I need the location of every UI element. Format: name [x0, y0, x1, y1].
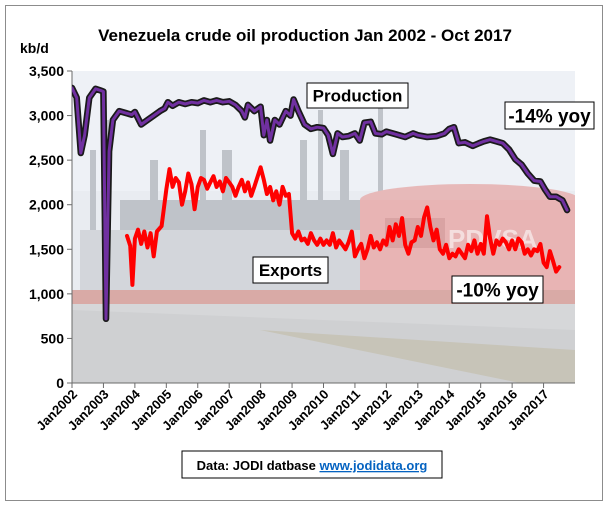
- y-tick-label: 2,500: [29, 152, 64, 168]
- y-tick-label: 3,500: [29, 63, 64, 79]
- source-text: Data: JODI datbase www.jodidata.org: [197, 458, 428, 473]
- source-box: [181, 450, 443, 479]
- y-tick-label: 0: [56, 375, 64, 391]
- y-axis-label: kb/d: [20, 40, 49, 56]
- y-tick-label: 1,500: [29, 241, 64, 257]
- labels-layer: Venezuela crude oil production Jan 2002 …: [20, 26, 595, 479]
- annotation-production-yoy-box: [504, 101, 595, 130]
- y-tick-label: 3,000: [29, 108, 64, 124]
- y-tick-label: 2,000: [29, 197, 64, 213]
- annotation-exports-yoy-text: -10% yoy: [456, 280, 539, 301]
- annotation-exports-text: Exports: [259, 261, 322, 280]
- annotation-exports-yoy: -10% yoy: [451, 275, 544, 304]
- annotation-production-yoy-text: -14% yoy: [508, 106, 591, 127]
- annotation-exports: Exports: [252, 256, 329, 284]
- annotation-production-yoy: -14% yoy: [504, 101, 595, 130]
- annotation-production: Production: [306, 82, 409, 109]
- y-tick-label: 1,000: [29, 286, 64, 302]
- annotation-production-text: Production: [313, 87, 403, 106]
- y-tick-label: 500: [41, 330, 65, 346]
- source-link[interactable]: www.jodidata.org: [318, 458, 427, 473]
- annotation-exports-box: [252, 256, 329, 284]
- annotation-production-box: [306, 82, 409, 109]
- chart-title: Venezuela crude oil production Jan 2002 …: [98, 26, 512, 45]
- series-layer: [72, 84, 571, 323]
- series-line-exports: [125, 165, 562, 287]
- annotation-exports-yoy-box: [451, 275, 544, 304]
- series-line-production: [72, 86, 569, 321]
- source-prefix: Data: JODI datbase: [197, 458, 320, 473]
